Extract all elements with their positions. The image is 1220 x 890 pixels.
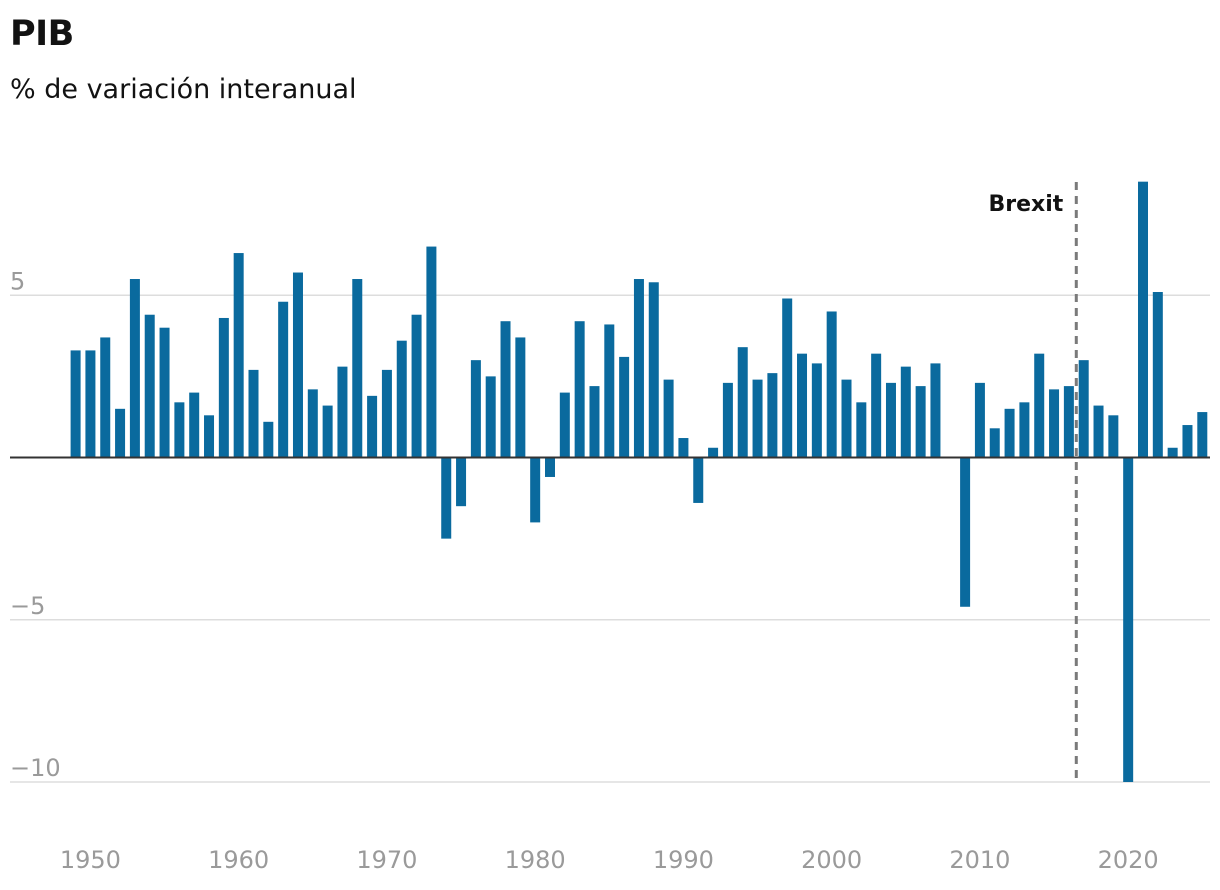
bar	[485, 376, 496, 458]
bars	[70, 181, 1208, 782]
bar	[85, 350, 96, 458]
bar	[248, 369, 259, 458]
bar	[885, 382, 896, 458]
bar	[633, 279, 644, 458]
bar	[1049, 389, 1060, 458]
bar	[396, 340, 407, 458]
annotations: Brexit	[988, 182, 1078, 782]
bar	[722, 382, 733, 458]
y-tick-label: −5	[10, 592, 45, 620]
bar	[545, 457, 555, 477]
bar	[915, 386, 926, 458]
bar	[144, 314, 155, 458]
bar	[367, 395, 378, 458]
bar	[337, 366, 348, 458]
bar	[1093, 405, 1104, 458]
y-axis-ticks: 5 −5 −10	[10, 267, 61, 782]
bar	[456, 457, 467, 507]
bar	[189, 392, 200, 458]
x-tick-label: 1990	[653, 846, 714, 874]
bar	[974, 382, 985, 458]
chart-subtitle: % de variación interanual	[10, 74, 357, 105]
x-tick-label: 2000	[801, 846, 862, 874]
bar	[678, 438, 689, 458]
bar	[307, 389, 318, 458]
bar	[218, 317, 229, 458]
bar	[1034, 353, 1045, 458]
bar	[159, 327, 170, 458]
bar	[900, 366, 911, 458]
bar	[604, 324, 615, 458]
bar	[574, 321, 585, 458]
x-tick-label: 1950	[60, 846, 121, 874]
bar	[708, 447, 719, 458]
bar	[1019, 402, 1030, 458]
bar	[411, 314, 422, 458]
bar	[619, 356, 630, 458]
bar	[322, 405, 333, 458]
bar	[1108, 415, 1119, 458]
bar	[1063, 386, 1074, 458]
bar	[174, 402, 185, 458]
bar	[752, 379, 763, 458]
bar	[1138, 181, 1148, 458]
bar	[559, 392, 570, 458]
y-tick-label: −10	[10, 754, 61, 782]
x-tick-label: 2010	[949, 846, 1010, 874]
x-tick-label: 1980	[505, 846, 566, 874]
bar	[797, 353, 808, 458]
bar	[826, 311, 837, 458]
x-axis-ticks: 1950 1960 1970 1980 1990 2000 2010 2020	[60, 846, 1159, 874]
bar	[530, 457, 541, 523]
bar	[989, 428, 1000, 458]
bar	[856, 402, 867, 458]
bar	[693, 457, 704, 503]
bar	[1182, 425, 1193, 458]
bar	[263, 421, 274, 458]
bar	[648, 282, 659, 458]
bar	[1152, 292, 1163, 458]
bar	[871, 353, 882, 458]
bar	[470, 360, 481, 458]
bar	[100, 337, 111, 458]
bar	[1123, 457, 1134, 782]
bar	[1197, 412, 1208, 458]
bar	[811, 363, 822, 458]
x-tick-label: 2020	[1098, 846, 1159, 874]
bar	[441, 457, 452, 539]
bar	[129, 279, 140, 458]
bar	[204, 415, 215, 458]
bar	[426, 246, 437, 458]
chart-title: PIB	[10, 14, 74, 54]
brexit-label: Brexit	[988, 192, 1063, 217]
bar	[960, 457, 971, 607]
bar	[515, 337, 526, 458]
bar	[589, 386, 600, 458]
bar	[115, 408, 126, 458]
bar	[663, 379, 674, 458]
bar	[70, 350, 81, 458]
bar	[930, 363, 941, 458]
y-tick-label: 5	[10, 267, 25, 295]
bar	[278, 301, 289, 458]
bar	[233, 253, 244, 458]
bar	[737, 347, 748, 458]
gridlines	[10, 294, 1210, 783]
x-tick-label: 1960	[208, 846, 269, 874]
bar	[381, 369, 392, 458]
bar	[1078, 360, 1089, 458]
bar	[841, 379, 852, 458]
bar	[352, 279, 363, 458]
bar	[1167, 447, 1178, 458]
bar	[292, 272, 303, 458]
bar	[782, 298, 793, 458]
x-tick-label: 1970	[356, 846, 417, 874]
bar	[1004, 408, 1015, 458]
bar	[500, 321, 511, 458]
bar	[767, 373, 778, 458]
